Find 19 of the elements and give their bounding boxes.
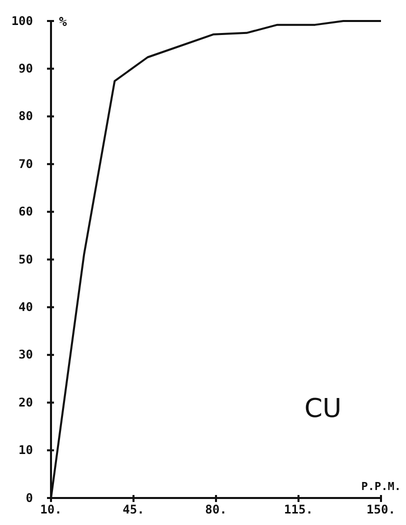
y-tick-label: 20 <box>18 395 33 410</box>
y-tick-label: 0 <box>26 490 33 505</box>
y-tick-label: 40 <box>18 300 33 314</box>
y-tick-label: 80 <box>18 109 33 124</box>
y-tick-label: 90 <box>18 62 33 76</box>
y-tick-label: 10 <box>18 443 33 458</box>
x-tick-label: 10. <box>40 502 62 517</box>
x-tick-label: 115. <box>284 502 313 517</box>
x-axis-title: P.P.M. <box>361 480 401 493</box>
y-tick-label: 60 <box>18 204 33 219</box>
x-tick-label: 150. <box>366 502 396 517</box>
x-tick-label: 80. <box>205 502 227 517</box>
y-tick-label: 100 <box>11 14 33 28</box>
annotation: CU <box>304 394 342 424</box>
y-tick-label: 50 <box>18 252 33 266</box>
y-tick-label: 70 <box>18 156 33 171</box>
y-tick-label: 30 <box>18 348 33 362</box>
x-tick-label: 45. <box>122 502 144 517</box>
y-axis-title: % <box>59 15 67 30</box>
